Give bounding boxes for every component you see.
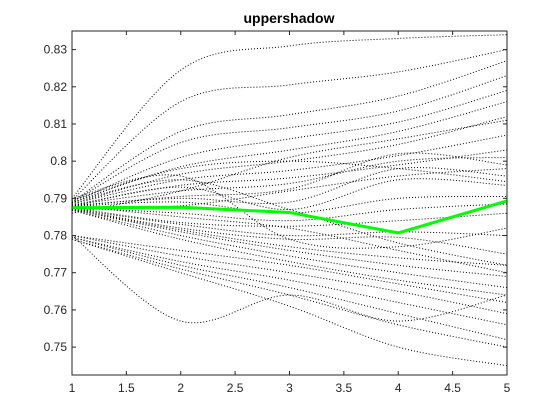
series-line-8 — [72, 134, 507, 205]
series-line-24 — [72, 235, 507, 315]
y-tick-label: 0.82 — [44, 80, 68, 94]
series-line-3 — [72, 60, 507, 203]
x-tick-label: 1 — [69, 381, 76, 395]
series-line-34 — [72, 205, 507, 274]
y-tick-label: 0.83 — [44, 43, 68, 57]
series-line-10 — [72, 156, 507, 206]
series-line-17 — [72, 208, 507, 237]
y-tick-label: 0.75 — [44, 340, 68, 354]
series-line-highlight — [72, 199, 507, 235]
series-line-33 — [72, 160, 507, 201]
x-tick-label: 2 — [177, 381, 184, 395]
series-line-18 — [72, 208, 507, 255]
series-line-27 — [72, 238, 507, 348]
series-line-2 — [72, 49, 507, 201]
series-line-5 — [72, 90, 507, 204]
series-line-35 — [72, 168, 507, 209]
series-line-15 — [72, 203, 507, 222]
plot-area-frame — [71, 30, 508, 376]
series-line-21 — [72, 209, 507, 289]
x-tick-label: 5 — [504, 381, 511, 395]
y-axis: 0.75 0.76 0.77 0.78 0.79 0.8 0.81 0.82 0.83 — [44, 43, 507, 354]
series-line-4 — [72, 75, 507, 203]
y-tick-label: 0.81 — [44, 117, 68, 131]
y-tick-label: 0.78 — [44, 229, 68, 243]
series-line-28 — [72, 238, 507, 367]
y-tick-label: 0.79 — [44, 191, 68, 205]
series-line-9 — [72, 149, 507, 206]
series-line-7 — [72, 116, 507, 205]
x-tick-label: 3.5 — [336, 381, 353, 395]
series-line-30 — [72, 179, 507, 266]
series-line-12 — [72, 167, 507, 207]
series-line-19 — [72, 209, 507, 266]
x-tick-label: 3 — [286, 381, 293, 395]
series-line-23 — [72, 235, 507, 303]
series-line-31 — [72, 119, 507, 214]
series-line-29 — [72, 235, 507, 324]
series-line-14 — [72, 195, 507, 214]
x-tick-label: 1.5 — [118, 381, 135, 395]
series-line-13 — [72, 178, 507, 211]
series-line-26 — [72, 236, 507, 341]
x-axis: 1 1.5 2 2.5 3 3.5 4 4.5 5 — [69, 31, 511, 395]
y-tick-label: 0.76 — [44, 303, 68, 317]
x-tick-label: 4.5 — [444, 381, 461, 395]
chart-title: uppershadow — [243, 10, 334, 26]
series-line-1 — [72, 34, 507, 199]
series-line-25 — [72, 236, 507, 326]
y-tick-label: 0.77 — [44, 266, 68, 280]
series-layer — [72, 34, 507, 367]
x-tick-label: 4 — [395, 381, 402, 395]
series-line-11 — [72, 152, 507, 207]
x-tick-label: 2.5 — [227, 381, 244, 395]
y-tick-label: 0.8 — [50, 154, 67, 168]
series-line-6 — [72, 101, 507, 204]
